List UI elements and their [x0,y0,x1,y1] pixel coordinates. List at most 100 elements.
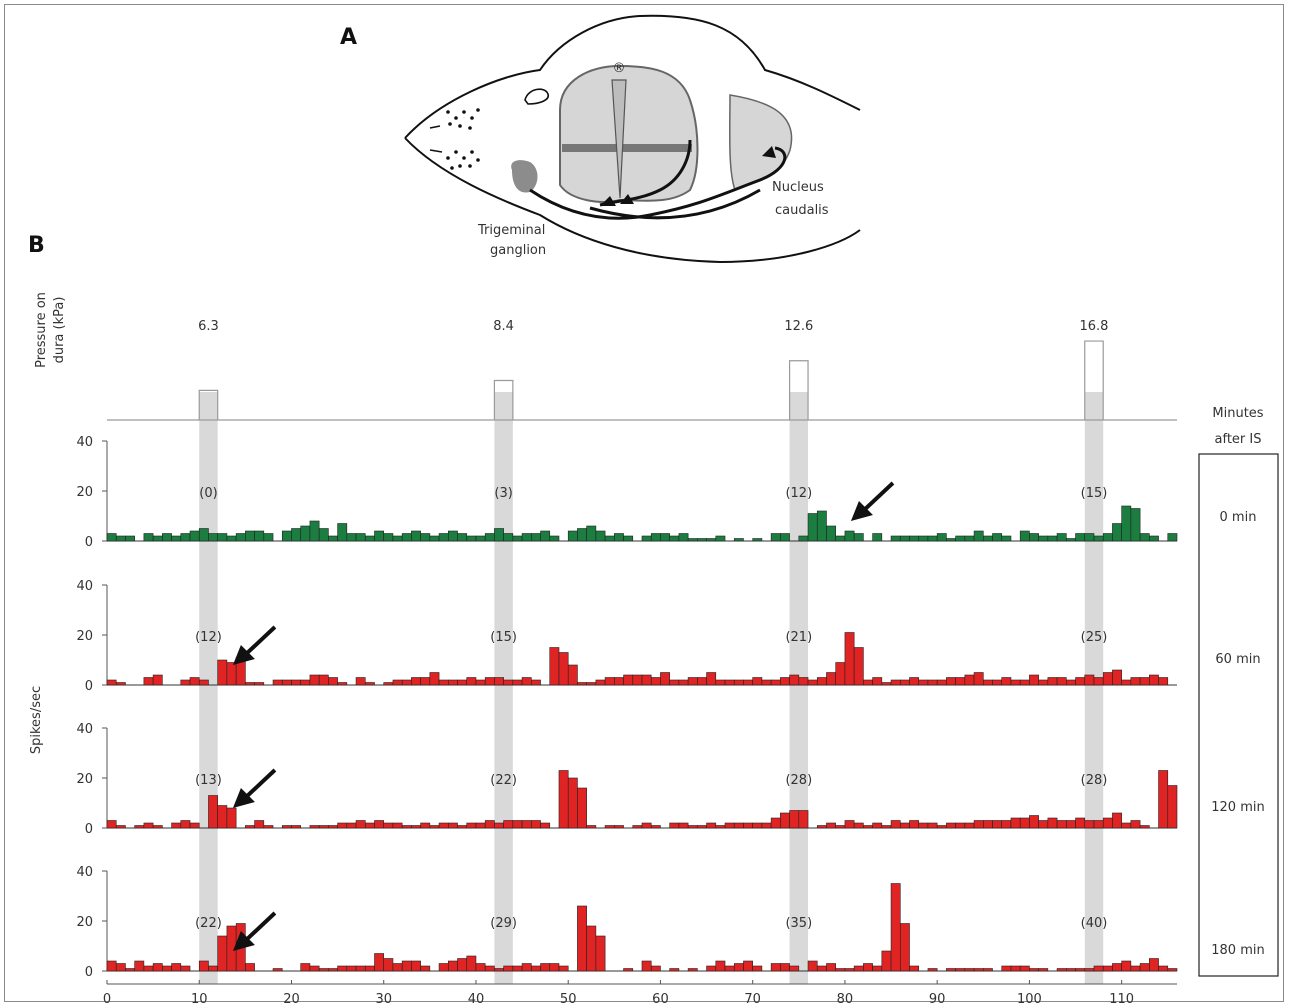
bar-row3-bin100 [1029,815,1039,829]
bar-row3-bin95 [982,820,993,829]
row-1-count-1: (0) [199,486,217,501]
bar-row3-bin97 [1001,820,1012,829]
bar-row1-bin52 [586,525,597,542]
bar-row1-bin22 [309,520,320,542]
bar-row2-bin18 [272,679,283,686]
bar-row2-bin113 [1149,674,1159,686]
bar-row3-bin93 [964,822,975,829]
arrow-row4-head [232,931,255,951]
bar-row1-bin17 [263,533,274,542]
bar-row2-bin100 [1029,674,1039,686]
bar-row1-bin112 [1139,533,1150,542]
panel-b-letter: B [28,233,45,258]
bar-row4-bin59 [650,965,661,972]
bar-row2-bin99 [1019,679,1030,686]
bar-row2-bin111 [1130,677,1141,686]
xtick-label-80: 80 [837,992,854,1007]
bar-row2-bin45 [521,677,532,686]
bar-row1-bin86 [899,535,910,542]
bar-row3-bin79 [835,825,846,829]
bar-row2-bin78 [826,672,837,686]
bar-row3-bin101 [1038,820,1049,829]
bar-row2-bin96 [992,679,1003,686]
bar-row4-bin45 [521,963,532,972]
bar-row2-bin59 [650,677,661,686]
bar-row3-bin20 [291,825,302,829]
bar-row2-bin87 [909,677,920,686]
xtick-label-90: 90 [929,992,946,1007]
row-3-count-2: (22) [490,773,517,788]
bar-row3-bin84 [881,825,892,829]
bar-row2-bin56 [623,674,634,686]
bar-row1-bin28 [364,535,375,542]
bar-row1-bin113 [1149,535,1159,542]
bar-row3-bin92 [955,822,966,829]
bar-row2-bin57 [632,674,643,686]
bar-row2-bin24 [328,677,338,686]
bar-row2-bin108 [1102,672,1113,686]
bar-row1-bin23 [318,528,329,542]
bar-row3-bin68 [733,822,744,829]
bar-row2-bin106 [1084,674,1095,686]
bar-row2-bin103 [1056,677,1067,686]
bar-row4-bin83 [872,965,883,972]
bar-row4-bin11 [208,965,218,972]
bar-row4-bin0 [106,960,117,972]
row-4-count-3: (35) [785,916,812,931]
bar-row4-bin24 [328,968,338,972]
bar-row3-bin24 [328,825,338,829]
bar-row1-bin106 [1084,533,1095,542]
bar-row3-bin86 [899,822,910,829]
bar-row4-bin36 [438,963,449,972]
bar-row1-bin0 [106,533,117,542]
bar-row2-bin62 [678,679,689,686]
bar-row1-bin43 [503,533,514,542]
bar-row3-bin52 [586,825,597,829]
bar-row4-bin21 [300,963,311,972]
bar-row4-bin108 [1102,965,1113,972]
bar-row2-bin74 [789,674,800,686]
bar-row1-bin62 [678,533,689,542]
bar-row1-bin54 [604,535,615,542]
bar-row3-bin41 [484,820,495,829]
bar-row1-bin87 [909,535,920,542]
bar-row2-bin39 [466,677,477,686]
bar-row3-bin80 [844,820,855,829]
bar-row1-bin56 [623,535,634,542]
bar-row1-bin5 [152,535,163,542]
bar-row3-bin67 [724,822,735,829]
bar-row1-bin59 [650,533,661,542]
legend-title-line2: after IS [1215,432,1262,447]
arrow-row1-head [850,501,873,521]
bar-row2-bin79 [835,662,846,686]
bar-row2-bin15 [245,682,255,686]
bar-row4-bin91 [946,968,956,972]
bar-row1-bin72 [770,533,781,542]
bar-row2-bin67 [724,679,735,686]
row-3-count-3: (28) [785,773,812,788]
bar-row1-bin76 [807,513,818,542]
bar-row4-bin12 [217,935,228,972]
bar-row2-bin112 [1139,677,1150,686]
ganglion-left-blob [511,160,538,193]
bar-row3-bin64 [697,825,707,829]
panel-a-schematic: A ® Trigeminal ganglion Nucleus caudal [340,14,861,264]
bar-row2-bin41 [484,677,495,686]
bar-row1-bin53 [595,530,606,542]
bar-row1-bin99 [1019,530,1030,542]
bar-row4-bin33 [411,960,421,972]
row-2-count-2: (15) [490,630,517,645]
bar-row2-bin32 [401,679,412,686]
bar-row1-bin8 [180,533,191,542]
bar-row4-bin41 [484,965,495,972]
bar-row1-bin111 [1130,508,1141,542]
bar-row2-bin84 [881,682,892,686]
bar-row3-bin96 [992,820,1003,829]
bar-row4-bin1 [115,963,126,972]
bar-row2-bin22 [309,674,320,686]
row-1-count-4: (15) [1081,486,1108,501]
bar-row1-bin100 [1029,533,1039,542]
bar-row3-bin103 [1056,820,1067,829]
bar-row4-bin7 [171,963,182,972]
bar-row3-bin55 [614,825,624,829]
